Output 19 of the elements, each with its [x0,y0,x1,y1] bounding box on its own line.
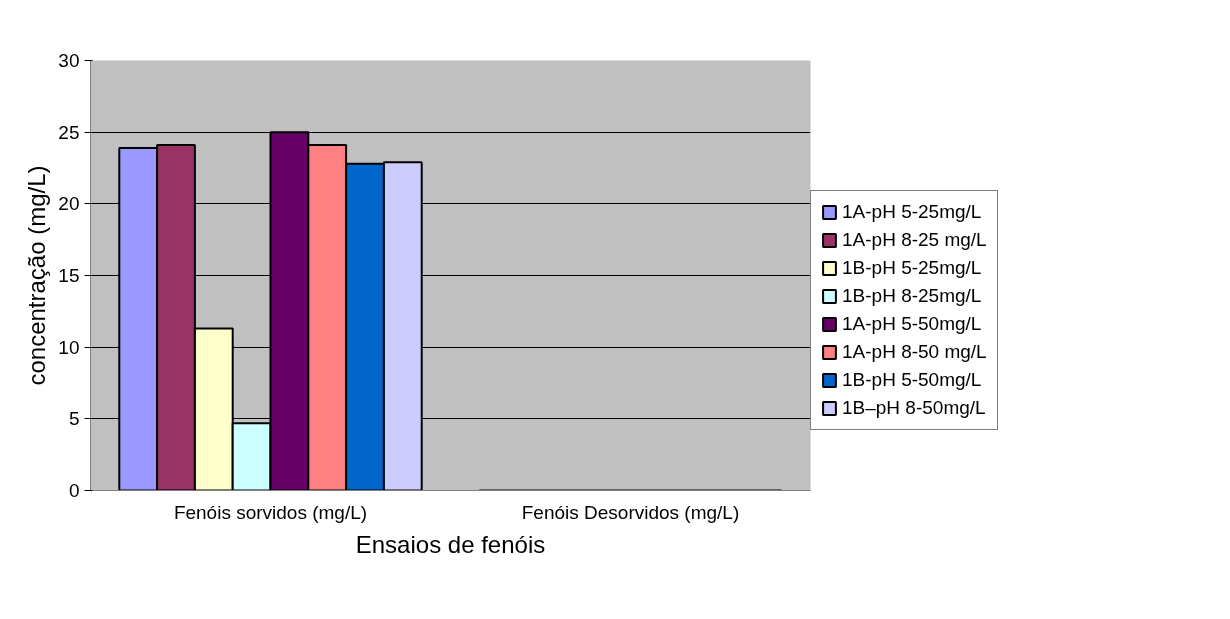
legend-label: 1B-pH 5-50mg/L [842,369,982,391]
legend-label: 1A-pH 8-25 mg/L [842,229,987,251]
legend-label: 1B–pH 8-50mg/L [842,397,986,419]
y-tick-label: 5 [68,408,80,430]
y-tick-label: 20 [58,193,80,215]
y-tick-label: 30 [58,50,80,71]
x-axis-title: Ensaios de fenóis [355,530,546,558]
y-tick-label: 15 [58,265,80,286]
x-tick-label: Fenóis Desorvidos (mg/L) [521,501,740,523]
legend-label: 1B-pH 8-25mg/L [842,285,982,307]
legend-label: 1A-pH 5-50mg/L [842,313,982,335]
y-axis-title: concentração (mg/L) [23,165,51,386]
y-tick-label: 0 [68,480,80,501]
x-tick-label: Fenóis sorvidos (mg/L) [173,501,368,523]
legend-label: 1A-pH 5-25mg/L [842,201,982,223]
legend-label: 1B-pH 5-25mg/L [842,257,982,279]
y-tick-label: 10 [58,336,80,358]
y-tick-label: 25 [58,121,80,143]
legend-label: 1A-pH 8-50 mg/L [842,341,987,363]
